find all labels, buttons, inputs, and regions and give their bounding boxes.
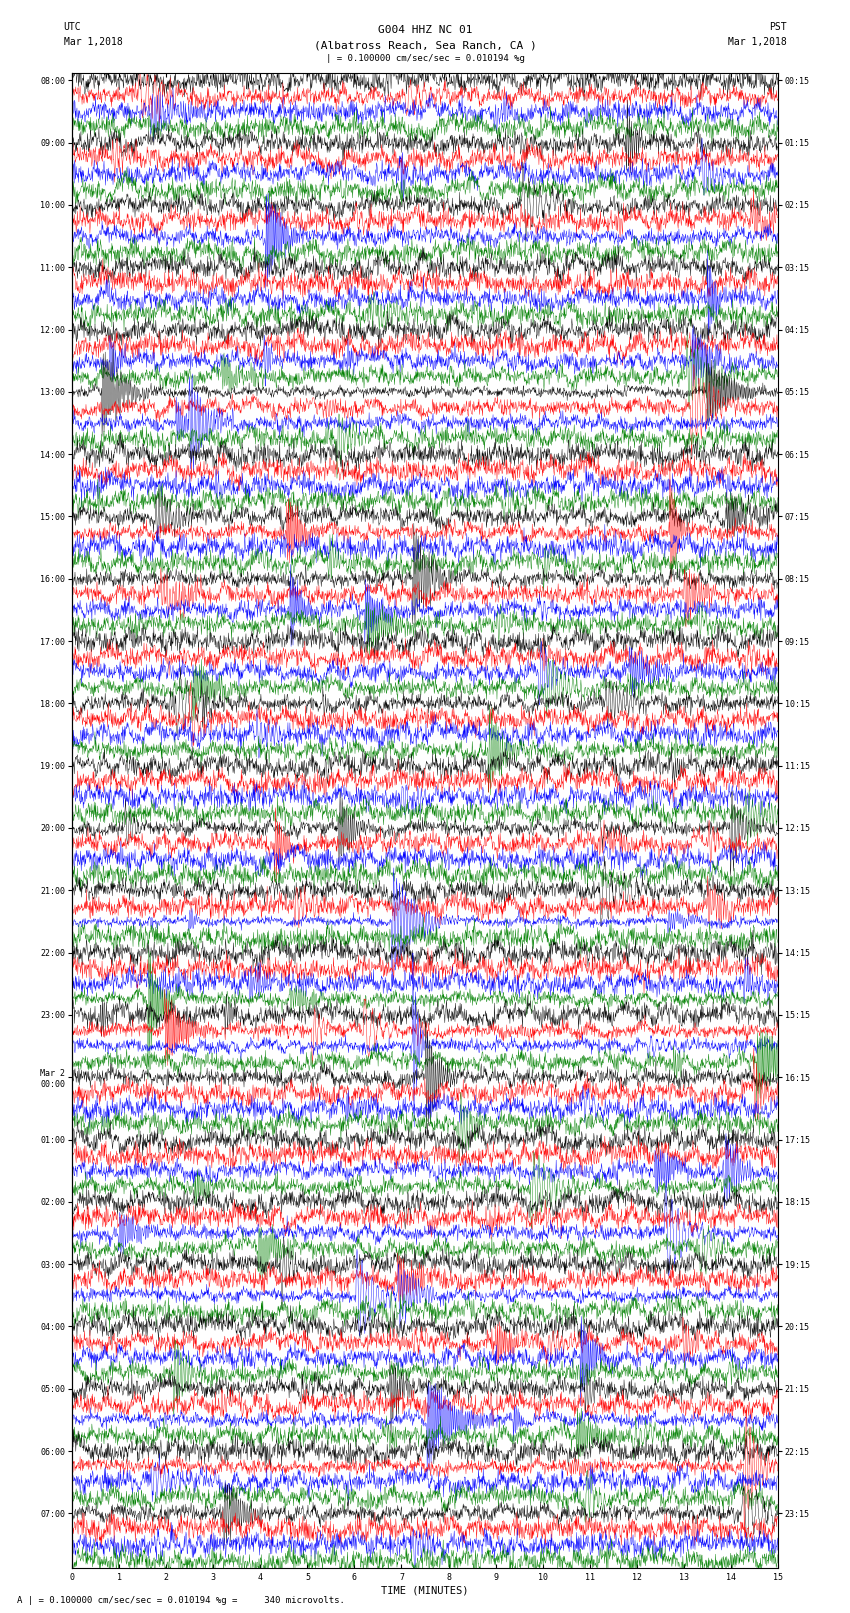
Text: PST: PST — [768, 23, 786, 32]
X-axis label: TIME (MINUTES): TIME (MINUTES) — [382, 1586, 468, 1595]
Text: Mar 1,2018: Mar 1,2018 — [64, 37, 122, 47]
Text: (Albatross Reach, Sea Ranch, CA ): (Albatross Reach, Sea Ranch, CA ) — [314, 40, 536, 50]
Text: G004 HHZ NC 01: G004 HHZ NC 01 — [377, 26, 473, 35]
Text: UTC: UTC — [64, 23, 82, 32]
Text: | = 0.100000 cm/sec/sec = 0.010194 %g: | = 0.100000 cm/sec/sec = 0.010194 %g — [326, 53, 524, 63]
Text: A | = 0.100000 cm/sec/sec = 0.010194 %g =     340 microvolts.: A | = 0.100000 cm/sec/sec = 0.010194 %g … — [17, 1595, 345, 1605]
Text: Mar 1,2018: Mar 1,2018 — [728, 37, 786, 47]
